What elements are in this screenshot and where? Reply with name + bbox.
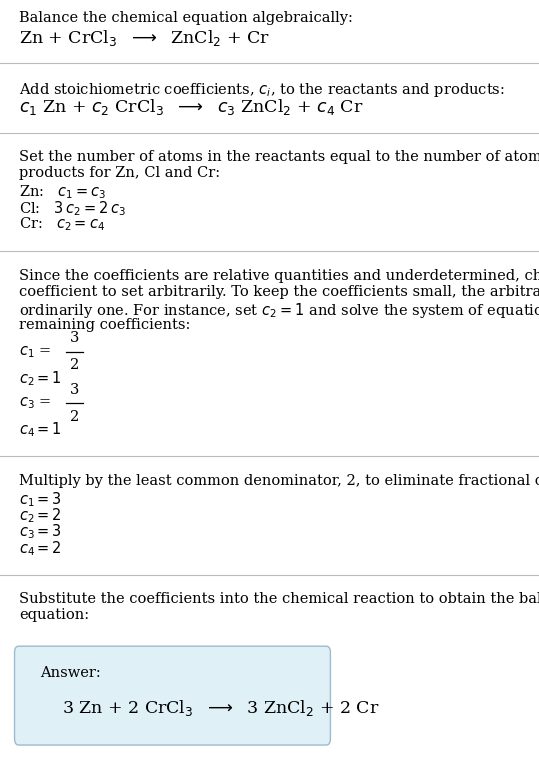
Text: $c_2 = 1$: $c_2 = 1$ <box>19 369 61 388</box>
Text: Cl:   $3\,c_2 = 2\,c_3$: Cl: $3\,c_2 = 2\,c_3$ <box>19 199 126 218</box>
Text: 2: 2 <box>70 358 79 372</box>
Text: ordinarily one. For instance, set $c_2 = 1$ and solve the system of equations fo: ordinarily one. For instance, set $c_2 =… <box>19 301 539 320</box>
Text: Set the number of atoms in the reactants equal to the number of atoms in the: Set the number of atoms in the reactants… <box>19 150 539 164</box>
Text: $c_3$ =: $c_3$ = <box>19 395 53 411</box>
Text: 3 Zn + 2 CrCl$_3$  $\longrightarrow$  3 ZnCl$_2$ + 2 Cr: 3 Zn + 2 CrCl$_3$ $\longrightarrow$ 3 Zn… <box>62 697 379 718</box>
Text: coefficient to set arbitrarily. To keep the coefficients small, the arbitrary va: coefficient to set arbitrarily. To keep … <box>19 285 539 299</box>
Text: equation:: equation: <box>19 608 89 623</box>
FancyBboxPatch shape <box>15 646 330 745</box>
Text: Zn + CrCl$_3$  $\longrightarrow$  ZnCl$_2$ + Cr: Zn + CrCl$_3$ $\longrightarrow$ ZnCl$_2$… <box>19 27 270 48</box>
Text: $c_4 = 2$: $c_4 = 2$ <box>19 539 61 558</box>
Text: $c_1 = 3$: $c_1 = 3$ <box>19 490 62 509</box>
Text: Since the coefficients are relative quantities and underdetermined, choose a: Since the coefficients are relative quan… <box>19 268 539 283</box>
Text: 3: 3 <box>70 331 79 345</box>
Text: 2: 2 <box>70 409 79 424</box>
Text: $c_1$ =: $c_1$ = <box>19 344 53 360</box>
Text: $c_3 = 3$: $c_3 = 3$ <box>19 523 62 542</box>
Text: Add stoichiometric coefficients, $c_i$, to the reactants and products:: Add stoichiometric coefficients, $c_i$, … <box>19 81 505 99</box>
Text: Zn:   $c_1 = c_3$: Zn: $c_1 = c_3$ <box>19 183 106 200</box>
Text: Substitute the coefficients into the chemical reaction to obtain the balanced: Substitute the coefficients into the che… <box>19 592 539 606</box>
Text: $c_4 = 1$: $c_4 = 1$ <box>19 421 61 440</box>
Text: Answer:: Answer: <box>40 666 101 680</box>
Text: Cr:   $c_2 = c_4$: Cr: $c_2 = c_4$ <box>19 216 105 233</box>
Text: $c_1$ Zn + $c_2$ CrCl$_3$  $\longrightarrow$  $c_3$ ZnCl$_2$ + $c_4$ Cr: $c_1$ Zn + $c_2$ CrCl$_3$ $\longrightarr… <box>19 97 363 117</box>
Text: Multiply by the least common denominator, 2, to eliminate fractional coefficient: Multiply by the least common denominator… <box>19 473 539 488</box>
Text: products for Zn, Cl and Cr:: products for Zn, Cl and Cr: <box>19 166 220 181</box>
Text: 3: 3 <box>70 383 79 397</box>
Text: Balance the chemical equation algebraically:: Balance the chemical equation algebraica… <box>19 11 353 25</box>
Text: $c_2 = 2$: $c_2 = 2$ <box>19 506 61 525</box>
Text: remaining coefficients:: remaining coefficients: <box>19 318 190 331</box>
